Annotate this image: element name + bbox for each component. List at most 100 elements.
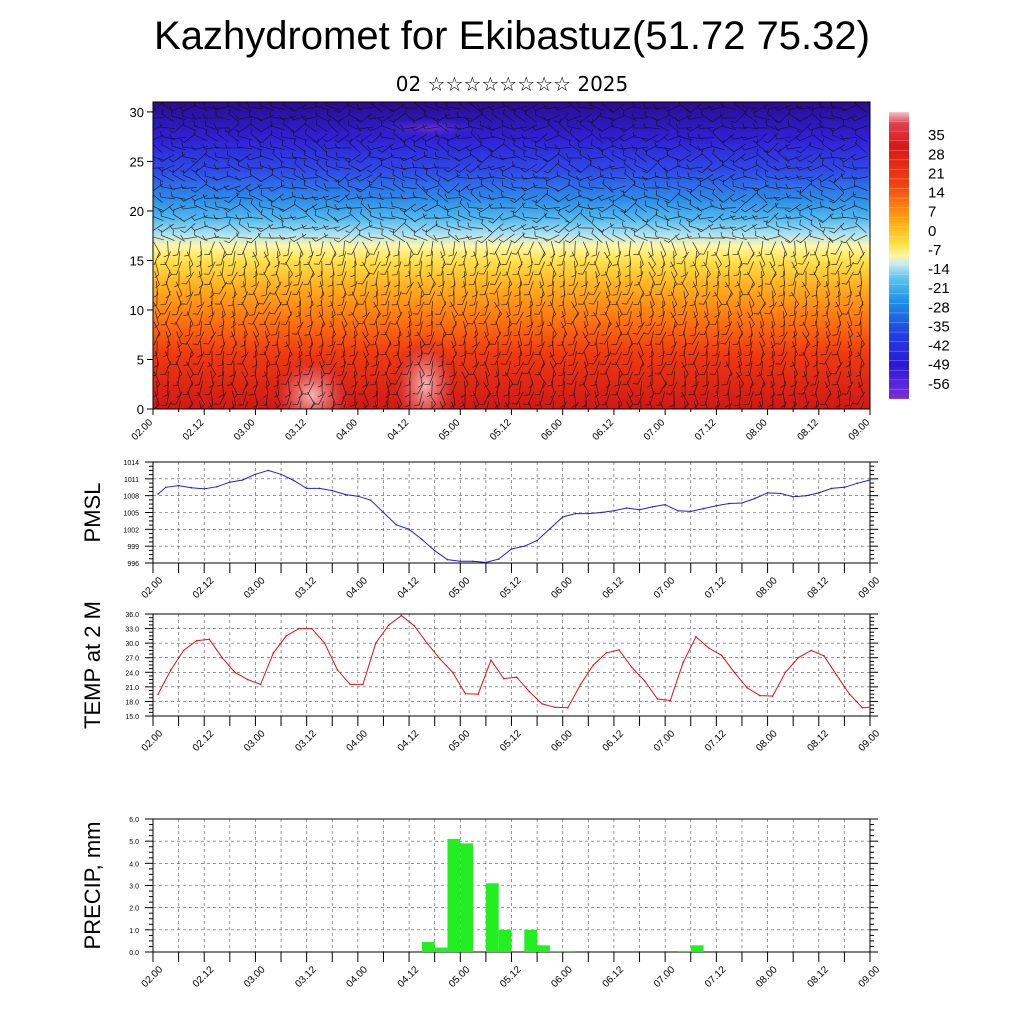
wind-barb bbox=[318, 301, 324, 318]
wind-barb bbox=[791, 331, 797, 348]
wind-barb bbox=[825, 331, 831, 349]
wind-barb bbox=[641, 134, 659, 142]
wind-barb bbox=[334, 103, 350, 113]
wind-barb bbox=[240, 330, 246, 348]
wind-barb bbox=[281, 171, 296, 181]
wind-barb bbox=[634, 230, 648, 241]
wind-barb bbox=[532, 133, 548, 143]
wind-barb bbox=[335, 151, 351, 160]
data-point bbox=[805, 494, 807, 497]
wind-barb bbox=[336, 371, 348, 385]
wind-barb bbox=[641, 175, 659, 181]
wind-barb bbox=[363, 341, 369, 359]
wind-barb bbox=[325, 351, 336, 366]
wind-barb bbox=[795, 154, 813, 162]
wind-barb bbox=[701, 350, 708, 367]
wind-barb bbox=[173, 251, 181, 267]
wind-barb bbox=[527, 251, 533, 268]
data-point bbox=[446, 558, 449, 561]
wind-barb bbox=[811, 128, 823, 143]
wind-barb bbox=[622, 341, 633, 356]
wind-barb bbox=[612, 251, 622, 266]
wind-barb bbox=[213, 143, 231, 149]
wind-barb bbox=[744, 381, 753, 396]
wind-barb bbox=[454, 154, 472, 162]
wind-barb bbox=[263, 351, 271, 369]
wind-barb bbox=[455, 133, 473, 139]
wind-barb bbox=[622, 351, 633, 366]
wind-barb bbox=[278, 195, 296, 201]
wind-barb bbox=[433, 234, 450, 240]
wind-barb bbox=[227, 150, 241, 162]
wind-barb bbox=[670, 311, 678, 329]
wind-barb bbox=[795, 165, 813, 171]
wind-barb bbox=[470, 381, 478, 397]
wind-barb bbox=[568, 139, 582, 153]
wind-barb bbox=[235, 214, 252, 220]
wind-barb bbox=[800, 300, 807, 317]
wind-barb bbox=[181, 291, 194, 305]
wind-barb bbox=[274, 381, 280, 398]
wind-barb bbox=[204, 381, 215, 396]
wind-barb bbox=[395, 391, 403, 409]
wind-barb bbox=[578, 181, 593, 191]
wind-barb bbox=[293, 169, 307, 182]
data-point bbox=[362, 683, 364, 686]
wind-barb bbox=[471, 240, 477, 258]
wind-barb bbox=[319, 351, 326, 369]
wind-barb bbox=[269, 281, 282, 295]
wind-barb bbox=[663, 135, 681, 141]
wind-barb bbox=[183, 170, 197, 182]
data-point bbox=[677, 510, 679, 512]
wind-barb bbox=[161, 139, 175, 152]
wind-barb bbox=[532, 193, 548, 204]
wind-barb bbox=[758, 391, 764, 408]
wind-barb bbox=[317, 260, 323, 278]
colorbar-label: 35 bbox=[928, 127, 945, 144]
wind-barb bbox=[710, 201, 725, 211]
wind-barb bbox=[533, 301, 546, 315]
wind-barb bbox=[245, 155, 263, 161]
wind-barb bbox=[326, 109, 340, 123]
wind-barb bbox=[674, 154, 692, 163]
wind-barb bbox=[773, 105, 791, 111]
wind-barb bbox=[217, 360, 224, 377]
data-point bbox=[746, 687, 748, 689]
wind-barb bbox=[816, 400, 818, 409]
wind-barb bbox=[597, 203, 615, 213]
wind-barb bbox=[600, 351, 612, 365]
x-tick-label: 02.00 bbox=[140, 575, 166, 601]
wind-barb bbox=[807, 153, 823, 164]
wind-barb bbox=[457, 221, 472, 231]
wind-barb bbox=[202, 113, 220, 119]
wind-barb bbox=[601, 229, 614, 243]
wind-barb bbox=[691, 370, 697, 388]
wind-barb bbox=[503, 380, 511, 397]
wind-barb bbox=[754, 381, 765, 396]
wind-barb bbox=[752, 224, 769, 230]
wind-barb bbox=[690, 188, 702, 203]
wind-barb bbox=[466, 234, 483, 240]
data-point bbox=[400, 614, 403, 617]
wind-barb bbox=[718, 215, 736, 221]
wind-barb bbox=[523, 141, 538, 150]
wind-barb bbox=[633, 361, 644, 376]
wind-barb bbox=[853, 200, 868, 211]
data-point bbox=[741, 502, 743, 504]
wind-barb bbox=[832, 130, 846, 142]
wind-barb bbox=[349, 341, 357, 357]
wind-barb bbox=[535, 391, 545, 406]
wind-barb bbox=[699, 381, 710, 396]
wind-barb bbox=[712, 270, 719, 287]
wind-barb bbox=[578, 230, 593, 241]
wind-barb bbox=[732, 331, 743, 345]
wind-barb bbox=[281, 291, 292, 306]
wind-barb bbox=[390, 311, 403, 325]
wind-barb bbox=[334, 204, 351, 210]
wind-barb bbox=[391, 161, 406, 170]
y-tick-label: 20 bbox=[130, 204, 144, 219]
data-point bbox=[625, 507, 628, 509]
wind-barb bbox=[175, 361, 183, 379]
wind-barb bbox=[199, 401, 202, 409]
wind-barb bbox=[759, 321, 764, 338]
